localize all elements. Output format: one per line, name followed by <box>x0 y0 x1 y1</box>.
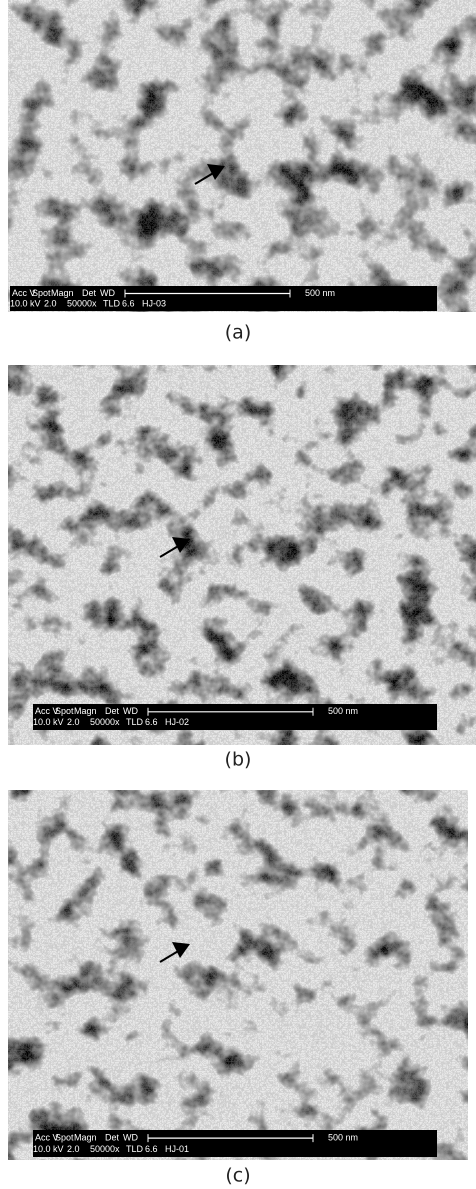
sem-speckle <box>8 0 476 312</box>
info-value: 2.0 <box>67 1144 80 1154</box>
panel-caption: (a) <box>225 322 251 344</box>
info-value: 50000x <box>90 1144 120 1154</box>
panel-caption: (b) <box>225 749 252 771</box>
info-label: Magn <box>74 1132 97 1142</box>
scale-label: 500 nm <box>305 288 335 298</box>
info-label: Spot <box>32 288 51 298</box>
info-label: Magn <box>51 288 74 298</box>
info-label: WD <box>100 288 115 298</box>
info-label: Magn <box>74 706 97 716</box>
info-label: WD <box>123 1132 138 1142</box>
figure: Acc VSpotMagnDetWD10.0 kV2.050000xTLD6.6… <box>0 0 476 1189</box>
info-value: 10.0 kV <box>10 298 41 308</box>
scale-label: 500 nm <box>328 1132 358 1142</box>
info-value: TLD <box>103 298 121 308</box>
info-label: WD <box>123 706 138 716</box>
scale-label: 500 nm <box>328 706 358 716</box>
info-label: Det <box>105 1132 120 1142</box>
info-value: 6.6 <box>122 298 135 308</box>
info-label: Det <box>105 706 120 716</box>
info-value: HJ-02 <box>165 717 189 727</box>
panel-caption: (c) <box>225 1165 250 1187</box>
info-label: Spot <box>55 1132 74 1142</box>
info-label: Spot <box>55 706 74 716</box>
info-label: Det <box>82 288 97 298</box>
info-value: TLD <box>126 717 144 727</box>
info-value: 50000x <box>67 298 97 308</box>
sem-speckle <box>8 365 476 745</box>
sem-speckle <box>8 790 468 1160</box>
info-value: HJ-03 <box>142 298 166 308</box>
info-value: TLD <box>126 1144 144 1154</box>
info-value: 50000x <box>90 717 120 727</box>
info-value: HJ-01 <box>165 1144 189 1154</box>
info-value: 6.6 <box>145 717 158 727</box>
info-value: 10.0 kV <box>33 1144 64 1154</box>
info-value: 6.6 <box>145 1144 158 1154</box>
info-value: 2.0 <box>44 298 57 308</box>
info-value: 10.0 kV <box>33 717 64 727</box>
info-value: 2.0 <box>67 717 80 727</box>
